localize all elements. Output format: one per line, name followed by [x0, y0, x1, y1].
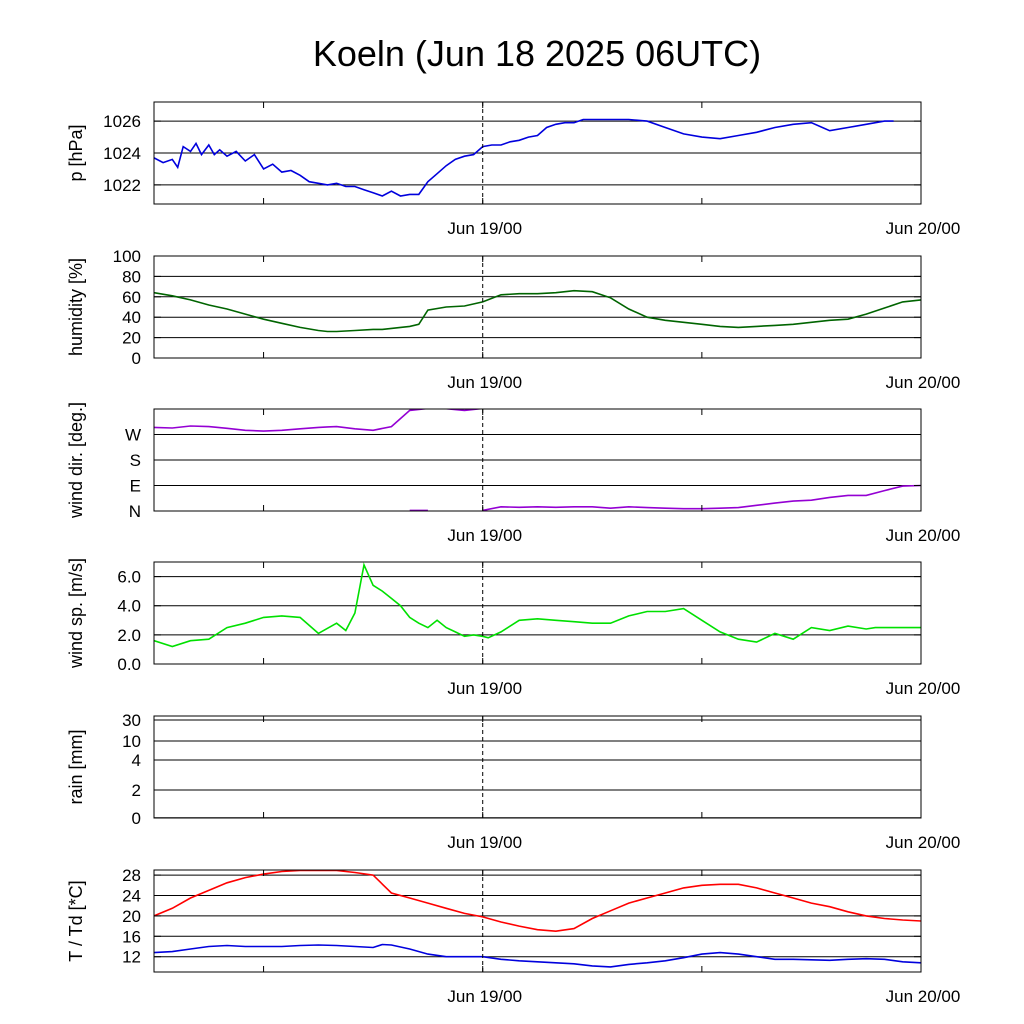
y-tick-label: 1022 [103, 176, 141, 195]
y-tick-label: 16 [122, 927, 141, 946]
y-tick-label: 0.0 [117, 655, 141, 674]
series-line-temperature-0 [154, 870, 921, 933]
y-tick-label: N [129, 502, 141, 521]
y-tick-label: 2 [132, 781, 141, 800]
x-tick-label: Jun 19/00 [447, 833, 522, 852]
y-axis-label: humidity [%] [66, 258, 86, 356]
y-axis-label: wind dir. [deg.] [66, 402, 86, 519]
y-tick-label: 2.0 [117, 626, 141, 645]
y-tick-label: 60 [122, 288, 141, 307]
y-tick-label: 20 [122, 329, 141, 348]
y-tick-label: 4.0 [117, 597, 141, 616]
y-tick-label: 30 [122, 711, 141, 730]
y-axis-label: wind sp. [m/s] [66, 558, 86, 669]
chart-title: Koeln (Jun 18 2025 06UTC) [313, 33, 761, 74]
x-tick-label: Jun 20/00 [886, 679, 961, 698]
y-tick-label: 12 [122, 948, 141, 967]
y-tick-label: 28 [122, 866, 141, 885]
series-line-temperature-1 [154, 943, 921, 968]
y-tick-label: 0 [132, 349, 141, 368]
x-tick-label: Jun 20/00 [886, 373, 961, 392]
x-tick-label: Jun 19/00 [447, 679, 522, 698]
x-tick-label: Jun 19/00 [447, 219, 522, 238]
x-tick-label: Jun 20/00 [886, 526, 961, 545]
panel-frame [153, 255, 922, 359]
series-line-humidity-0 [154, 289, 921, 333]
y-tick-label: 80 [122, 267, 141, 286]
y-tick-label: 1024 [103, 144, 141, 163]
y-tick-label: 24 [122, 887, 141, 906]
panel-frame [153, 869, 922, 973]
y-tick-label: 1026 [103, 112, 141, 131]
panel-frame [153, 561, 922, 665]
series-line-wind_speed-0 [154, 562, 921, 648]
series-line-pressure-0 [154, 118, 894, 197]
y-tick-label: 20 [122, 907, 141, 926]
y-tick-label: 0 [132, 809, 141, 828]
y-tick-label: E [130, 477, 141, 496]
x-tick-label: Jun 20/00 [886, 219, 961, 238]
y-tick-label: 4 [132, 751, 141, 770]
x-tick-label: Jun 20/00 [886, 987, 961, 1006]
x-tick-label: Jun 20/00 [886, 833, 961, 852]
y-tick-label: 6.0 [117, 568, 141, 587]
panel-pressure: 1022 1024 1026 Jun 19/00 Jun 20/00 p [hPa] [66, 101, 961, 238]
x-tick-label: Jun 19/00 [447, 373, 522, 392]
x-tick-label: Jun 19/00 [447, 987, 522, 1006]
panel-rain: 0 2 410 30 Jun 19/00 Jun 20/00 rain [mm] [66, 711, 960, 852]
y-tick-label: S [130, 451, 141, 470]
y-tick-label: 100 [113, 247, 141, 266]
panel-wind_speed: 0.0 2.0 4.0 6.0 Jun 19/00 Jun 20/00 wind sp. [… [66, 558, 960, 698]
y-tick-label: W [125, 426, 141, 445]
y-tick-label: 40 [122, 308, 141, 327]
panel-frame [153, 715, 922, 819]
y-tick-label: 10 [122, 732, 141, 751]
y-axis-label: p [hPa] [66, 124, 86, 181]
y-axis-label: rain [mm] [66, 729, 86, 804]
y-axis-label: T / Td [*C] [66, 880, 86, 961]
x-tick-label: Jun 19/00 [447, 526, 522, 545]
series-line-wind_direction-0 [154, 409, 483, 432]
